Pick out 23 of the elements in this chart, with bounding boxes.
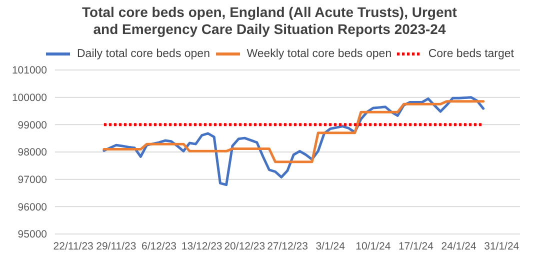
x-tick-label: 17/1/24 — [398, 240, 434, 252]
x-tick-label: 10/1/24 — [356, 240, 391, 252]
x-tick-label: 29/11/23 — [96, 240, 136, 252]
y-tick-label: 98000 — [18, 146, 48, 159]
y-tick-label: 100000 — [12, 92, 48, 104]
chart-title: Total core beds open, England (All Acute Trusts), Urgent and Emergency Care Daily Situation Reports 2023-24 — [81, 3, 458, 39]
y-tick-label: 101000 — [12, 64, 48, 77]
y-tick-label: 97000 — [18, 174, 48, 186]
x-tick-label: 27/12/23 — [267, 240, 308, 252]
legend-label: Weekly total core beds open — [246, 48, 392, 60]
x-tick-label: 20/12/23 — [224, 240, 266, 252]
x-tick-label: 31/1/24 — [484, 240, 520, 252]
line-series — [102, 100, 485, 164]
x-tick-label: 13/12/23 — [181, 240, 222, 252]
y-tick-label: 95000 — [18, 228, 48, 241]
y-tick-label: 99000 — [18, 119, 48, 132]
x-tick-label: 3/1/24 — [316, 240, 346, 252]
legend-label: Core beds target — [428, 48, 514, 60]
x-tick-label: 22/11/23 — [53, 240, 94, 252]
legend-label: Daily total core beds open — [77, 48, 210, 60]
x-tick-label: 6/12/23 — [141, 240, 177, 252]
x-tick-label: 24/1/24 — [441, 240, 476, 252]
y-tick-label: 96000 — [18, 201, 48, 214]
